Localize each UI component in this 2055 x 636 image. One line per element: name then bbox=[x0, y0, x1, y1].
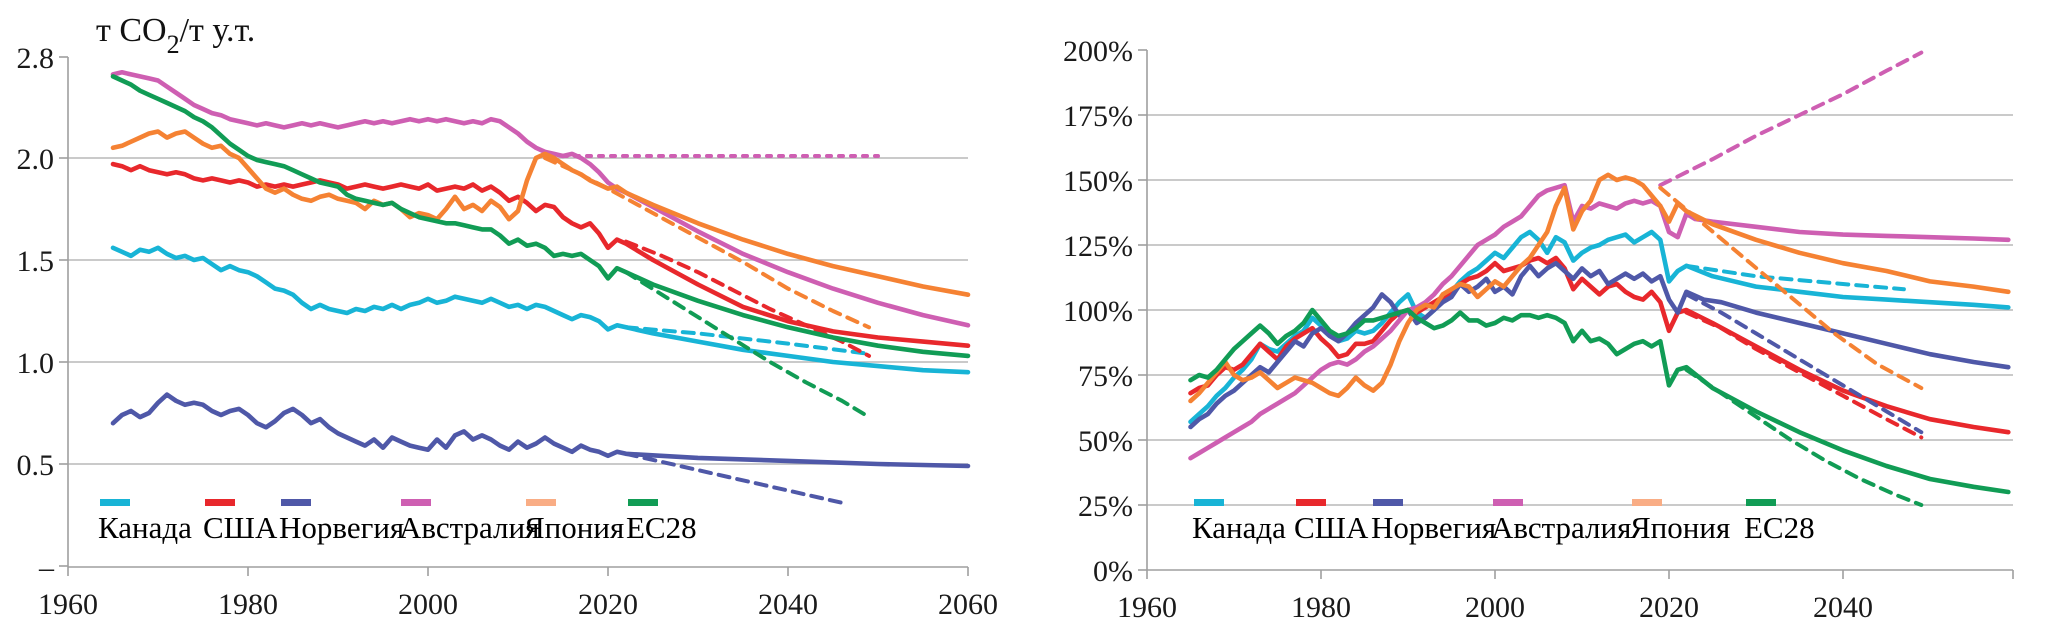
series-norway-line bbox=[110, 392, 971, 469]
series-norway-projection-dashed-line bbox=[624, 451, 844, 505]
x-tick-label: 2020 bbox=[578, 588, 638, 621]
legend-swatch-usa bbox=[205, 499, 235, 506]
series-canada-line bbox=[110, 245, 971, 375]
unit-title-prefix: т СО bbox=[96, 12, 167, 49]
y-tick-label: 175% bbox=[1063, 100, 1133, 133]
legend-item-usa: США bbox=[203, 499, 277, 544]
x-tick-label: 2040 bbox=[758, 588, 818, 621]
left-chart-unit-title: т СО2/т у.т. bbox=[96, 12, 256, 59]
legend-swatch-canada bbox=[100, 499, 130, 506]
y-tick-label: 50% bbox=[1078, 425, 1133, 458]
legend-item-australia: Австралия bbox=[399, 499, 539, 544]
legend-label: США bbox=[203, 510, 278, 545]
legend-item-eu28: ЕС28 bbox=[1744, 499, 1815, 544]
y-tick-label: 150% bbox=[1063, 165, 1133, 198]
y-tick-label: 125% bbox=[1063, 230, 1133, 263]
x-tick-label: 2000 bbox=[1465, 591, 1525, 624]
legend-item-japan: Япония bbox=[1630, 499, 1730, 544]
y-tick-label: 25% bbox=[1078, 490, 1133, 523]
legend-swatch-canada bbox=[1194, 499, 1224, 506]
series-norway-line bbox=[1188, 260, 2011, 430]
unit-title-suffix: /т у.т. bbox=[179, 12, 256, 49]
x-tick-label: 2040 bbox=[1813, 591, 1873, 624]
unit-title-subscript: 2 bbox=[166, 29, 180, 59]
x-tick-label: 2000 bbox=[398, 588, 458, 621]
legend-swatch-norway bbox=[281, 499, 311, 506]
x-tick-label: 1980 bbox=[1291, 591, 1351, 624]
y-tick-label: 1.5 bbox=[17, 245, 55, 278]
x-tick-label: 2020 bbox=[1639, 591, 1699, 624]
legend-item-norway: Норвегия bbox=[279, 499, 404, 544]
series-canada-projection-dashed-line bbox=[1684, 263, 1906, 292]
legend-swatch-japan bbox=[1632, 499, 1662, 506]
legend-swatch-australia bbox=[1493, 499, 1523, 506]
legend-label: Норвегия bbox=[1371, 510, 1497, 545]
series-eu28-line bbox=[1188, 307, 2011, 495]
x-tick-label: 1960 bbox=[38, 588, 98, 621]
series-eu28-projection-dashed-line bbox=[624, 270, 871, 420]
legend-label: Австралия bbox=[399, 510, 540, 545]
legend-label: ЕС28 bbox=[626, 510, 697, 545]
series-usa-line bbox=[1188, 255, 2011, 435]
y-tick-label: 100% bbox=[1063, 295, 1133, 328]
legend-label: Япония bbox=[1630, 510, 1731, 545]
legend-label: Япония bbox=[524, 510, 625, 545]
legend-label: Канада bbox=[98, 510, 192, 545]
legend-label: США bbox=[1294, 510, 1369, 545]
y-tick-label: 1.0 bbox=[17, 347, 55, 380]
series-australia-line bbox=[1188, 182, 2011, 461]
legend-item-australia: Австралия bbox=[1491, 499, 1631, 544]
legend-item-eu28: ЕС28 bbox=[626, 499, 697, 544]
legend-item-japan: Япония bbox=[524, 499, 624, 544]
legend-swatch-eu28 bbox=[1746, 499, 1776, 506]
legend-item-canada: Канада bbox=[1192, 499, 1286, 544]
series-canada-projection-dashed-line bbox=[624, 325, 871, 356]
y-tick-label: 0.5 bbox=[17, 449, 55, 482]
legend-label: Канада bbox=[1192, 510, 1286, 545]
series-usa-line bbox=[110, 161, 971, 348]
y-tick-label: – bbox=[38, 551, 55, 584]
series-australia-line bbox=[110, 70, 971, 328]
legend-item-usa: США bbox=[1294, 499, 1368, 544]
legend-item-canada: Канада bbox=[98, 499, 192, 544]
legend-swatch-eu28 bbox=[628, 499, 658, 506]
y-tick-label: 75% bbox=[1078, 360, 1133, 393]
y-tick-label: 2.8 bbox=[17, 42, 55, 75]
series-japan-line bbox=[1188, 172, 2011, 404]
series-australia-projection-dashed-line bbox=[1658, 50, 1924, 188]
legend-swatch-usa bbox=[1296, 499, 1326, 506]
legend-item-norway: Норвегия bbox=[1371, 499, 1496, 544]
x-tick-label: 1980 bbox=[218, 588, 278, 621]
y-tick-label: 2.0 bbox=[17, 143, 55, 176]
series-eu28-projection-dashed-line bbox=[1684, 367, 1924, 507]
legend-swatch-australia bbox=[401, 499, 431, 506]
y-tick-label: 200% bbox=[1063, 35, 1133, 68]
series-norway-projection-dashed-line bbox=[1684, 292, 1924, 435]
x-tick-label: 2060 bbox=[938, 588, 998, 621]
y-tick-label: 0% bbox=[1093, 555, 1133, 588]
x-tick-label: 1960 bbox=[1117, 591, 1177, 624]
legend-swatch-japan bbox=[526, 499, 556, 506]
series-japan-projection-dashed-line bbox=[1658, 185, 1924, 390]
series-eu28-line bbox=[110, 74, 971, 359]
legend-label: Австралия bbox=[1491, 510, 1632, 545]
legend-swatch-norway bbox=[1373, 499, 1403, 506]
legend-label: ЕС28 bbox=[1744, 510, 1815, 545]
legend-label: Норвегия bbox=[279, 510, 405, 545]
